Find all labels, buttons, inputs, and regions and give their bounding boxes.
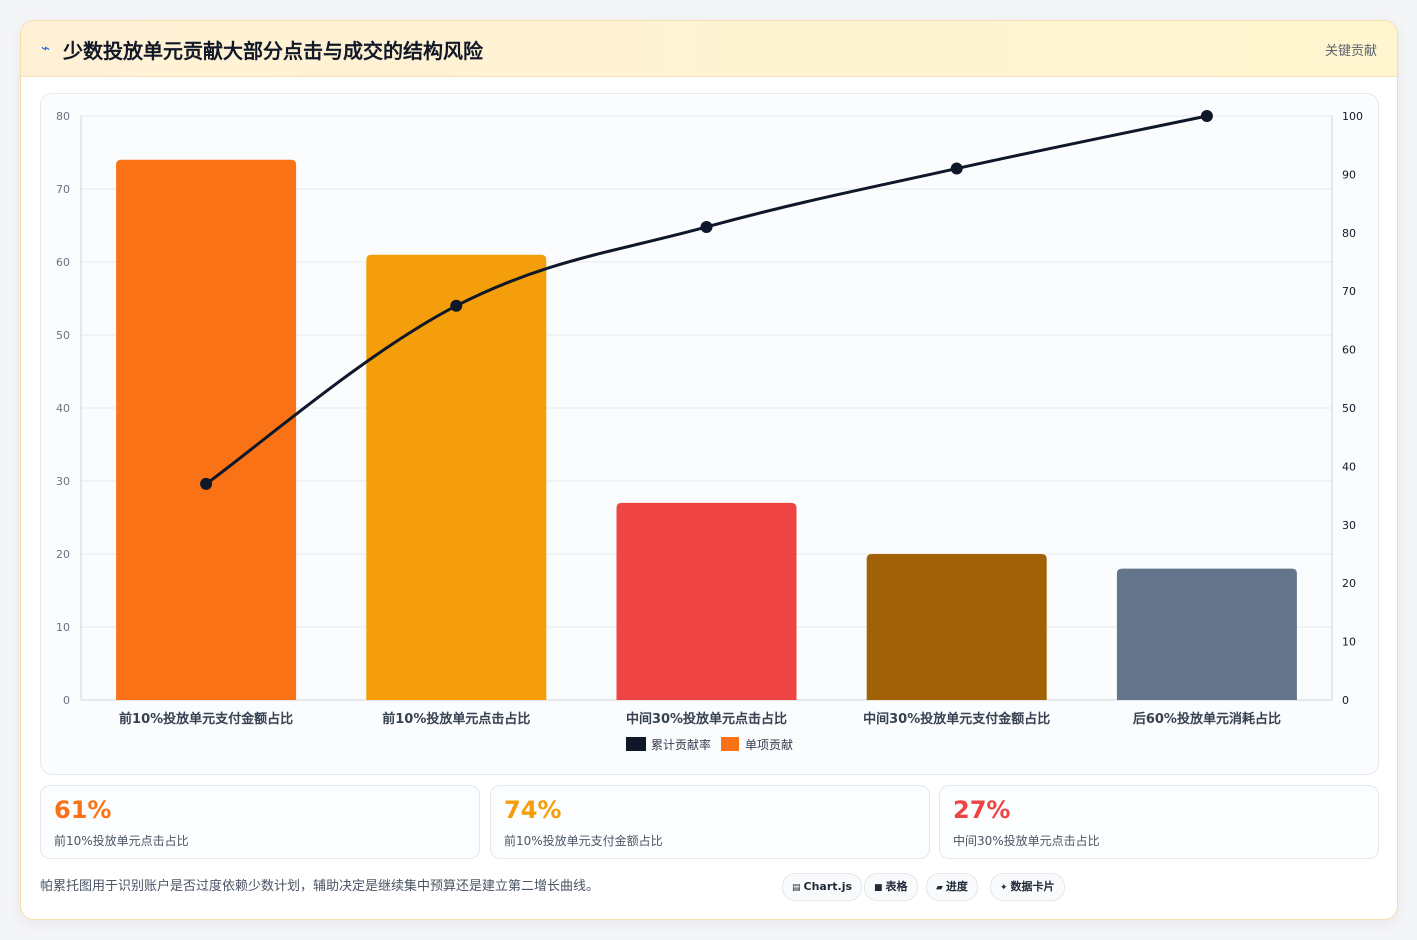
stat-value-2: 74%: [504, 796, 562, 824]
table-icon: ■: [874, 883, 883, 893]
y2-tick-label: 40: [1342, 460, 1356, 473]
y-tick-label: 40: [56, 402, 70, 415]
y-tick-label: 30: [56, 475, 70, 488]
cumulative-point: [700, 220, 713, 233]
legend-label-line: 累计贡献率: [651, 737, 711, 752]
progress-icon: ▰: [936, 883, 943, 893]
chart-card: ⌁ 少数投放单元贡献大部分点击与成交的结构风险 关键贡献 0 10 20 30 40 50…: [20, 20, 1398, 920]
cumulative-point: [200, 477, 213, 490]
chart-icon: ▤: [792, 883, 801, 893]
legend-label-bar: 单项贡献: [745, 737, 793, 752]
tag-label: Chart.js: [803, 880, 853, 893]
cumulative-line: [205, 114, 1208, 486]
y2-tick-label: 20: [1342, 577, 1356, 590]
tag-data-card[interactable]: ✦ 数据卡片: [990, 873, 1065, 901]
y2-tick-label: 30: [1342, 519, 1356, 532]
legend-swatch-bar: [721, 737, 739, 751]
cumulative-point: [450, 299, 463, 312]
y-tick-label: 50: [56, 329, 70, 342]
bar: [116, 159, 297, 701]
tag-table[interactable]: ■ 表格: [864, 873, 918, 901]
card-header: ⌁ 少数投放单元贡献大部分点击与成交的结构风险 关键贡献: [21, 21, 1397, 77]
lightning-icon: ⌁: [41, 39, 51, 57]
y-tick-label: 0: [63, 694, 70, 707]
stat-card-1: 61% 前10%投放单元点击占比: [40, 785, 480, 859]
cumulative-point: [950, 162, 963, 175]
x-tick-label: 前10%投放单元支付金额占比: [119, 711, 293, 727]
y2-tick-label: 90: [1342, 168, 1356, 181]
x-tick-label: 中间30%投放单元支付金额占比: [863, 711, 1050, 727]
bar: [616, 502, 797, 700]
y2-tick-label: 50: [1342, 402, 1356, 415]
y2-tick-label: 80: [1342, 227, 1356, 240]
stat-value-1: 61%: [54, 796, 112, 824]
tag-chartjs[interactable]: ▤ Chart.js: [782, 873, 863, 901]
y-tick-label: 80: [56, 110, 70, 123]
y-tick-label: 60: [56, 256, 70, 269]
stat-card-3: 27% 中间30%投放单元点击占比: [939, 785, 1379, 859]
chart-note: 帕累托图用于识别账户是否过度依赖少数计划，辅助决定是继续集中预算还是建立第二增长…: [40, 879, 600, 894]
bar: [1116, 568, 1297, 700]
y2-tick-label: 10: [1342, 636, 1356, 649]
stat-card-2: 74% 前10%投放单元支付金额占比: [490, 785, 930, 859]
y2-tick-label: 60: [1342, 344, 1356, 357]
tag-label: 数据卡片: [1010, 880, 1055, 893]
stat-value-3: 27%: [953, 796, 1011, 824]
cumulative-point: [1200, 110, 1213, 122]
y2-tick-label: 100: [1342, 110, 1363, 123]
x-tick-label: 前10%投放单元点击占比: [382, 711, 530, 727]
key-contribution-badge: 关键贡献: [1324, 44, 1377, 59]
stat-label-2: 前10%投放单元支付金额占比: [504, 834, 663, 848]
x-tick-label: 中间30%投放单元点击占比: [626, 711, 787, 727]
pareto-chart-container: 0 10 20 30 40 50 60 70 80 0 10 20 30 40 50 60 70 80 90 100 前…: [40, 93, 1379, 775]
stat-label-1: 前10%投放单元点击占比: [54, 834, 189, 848]
tag-progress[interactable]: ▰ 进度: [926, 873, 978, 901]
card-title: 少数投放单元贡献大部分点击与成交的结构风险: [63, 39, 483, 63]
y-tick-label: 10: [56, 621, 70, 634]
y2-tick-label: 0: [1342, 694, 1349, 707]
x-tick-label: 后60%投放单元消耗占比: [1133, 711, 1281, 727]
sparkle-icon: ✦: [1000, 883, 1008, 893]
y-tick-label: 20: [56, 548, 70, 561]
legend-swatch-line: [626, 737, 646, 751]
tag-label: 进度: [945, 880, 968, 893]
tag-label: 表格: [885, 880, 908, 893]
bar: [366, 254, 547, 700]
y-tick-label: 70: [56, 183, 70, 196]
stat-label-3: 中间30%投放单元点击占比: [953, 834, 1100, 848]
bar: [866, 554, 1047, 700]
y2-tick-label: 70: [1342, 285, 1356, 298]
pareto-chart: 0 10 20 30 40 50 60 70 80 0 10 20 30 40 50 60 70 80 90 100 前…: [56, 110, 1363, 752]
